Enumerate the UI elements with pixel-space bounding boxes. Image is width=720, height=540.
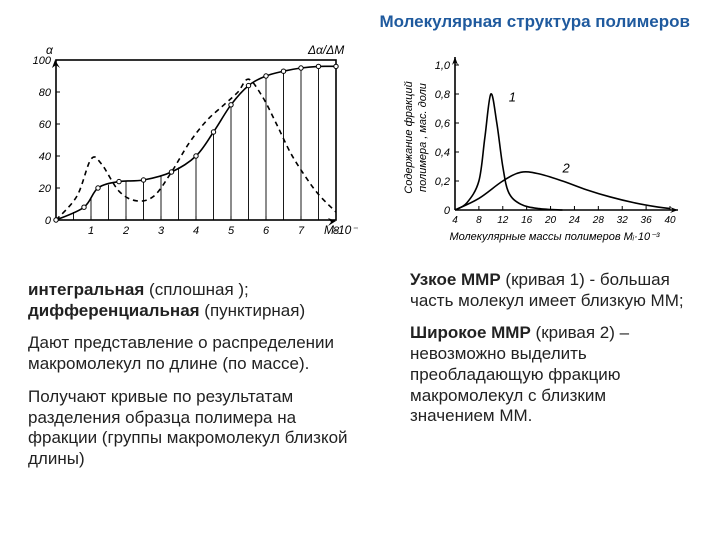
left-chart: 02040608010012345678αΔα/ΔMM·10⁻⁴ [28,40,358,250]
svg-text:1: 1 [88,225,94,237]
right-p1: Узкое ММР (кривая 1) - большая часть мол… [410,270,690,311]
page-title: Молекулярная структура полимеров [379,12,690,32]
svg-text:24: 24 [568,215,581,226]
svg-text:7: 7 [298,225,305,237]
svg-text:1,0: 1,0 [435,60,451,72]
svg-text:8: 8 [476,215,482,226]
svg-text:3: 3 [158,225,165,237]
svg-text:12: 12 [497,215,509,226]
svg-text:0: 0 [45,215,52,227]
left-p1: интегральная (сплошная ); дифференциальн… [28,280,360,321]
svg-text:40: 40 [39,151,52,163]
svg-text:2: 2 [122,225,129,237]
svg-text:0,8: 0,8 [435,89,451,101]
svg-text:α: α [46,43,54,57]
svg-text:0,2: 0,2 [435,176,450,188]
svg-text:4: 4 [452,215,458,226]
svg-text:20: 20 [38,183,52,195]
integral-label: интегральная [28,280,144,299]
svg-text:0,6: 0,6 [435,118,451,130]
svg-text:6: 6 [263,225,270,237]
svg-text:32: 32 [617,215,629,226]
right-text-block: Узкое ММР (кривая 1) - большая часть мол… [410,270,690,439]
differential-label: дифференциальная [28,301,200,320]
right-chart: 00,20,40,60,81,048121620242832364012Моле… [400,40,690,250]
svg-text:0,4: 0,4 [435,147,450,159]
svg-text:Содержание фракций: Содержание фракций [403,81,415,193]
svg-text:60: 60 [39,119,52,131]
svg-text:0: 0 [444,205,451,217]
svg-text:Молекулярные массы полимеров M: Молекулярные массы полимеров Mᵢ·10⁻³ [449,231,659,243]
integral-desc: (сплошная ); [144,280,248,299]
right-p2: Широкое ММР (кривая 2) – невозможно выде… [410,323,690,427]
wide-mmr-label: Широкое ММР [410,323,531,342]
svg-text:1: 1 [509,89,516,104]
svg-text:20: 20 [544,215,557,226]
svg-text:36: 36 [641,215,653,226]
svg-text:4: 4 [193,225,199,237]
left-text-block: интегральная (сплошная ); дифференциальн… [28,280,360,482]
svg-text:5: 5 [228,225,235,237]
svg-text:16: 16 [521,215,533,226]
svg-text:Δα/ΔM: Δα/ΔM [307,43,344,57]
svg-text:полимера , мас. доли: полимера , мас. доли [417,83,429,192]
svg-text:40: 40 [664,215,676,226]
differential-desc: (пунктирная) [200,301,306,320]
left-p2: Дают представление о распределении макро… [28,333,360,374]
narrow-mmr-label: Узкое ММР [410,270,501,289]
svg-text:80: 80 [39,87,52,99]
svg-text:2: 2 [562,160,571,175]
left-p3: Получают кривые по результатам разделени… [28,387,360,470]
svg-text:28: 28 [592,215,605,226]
